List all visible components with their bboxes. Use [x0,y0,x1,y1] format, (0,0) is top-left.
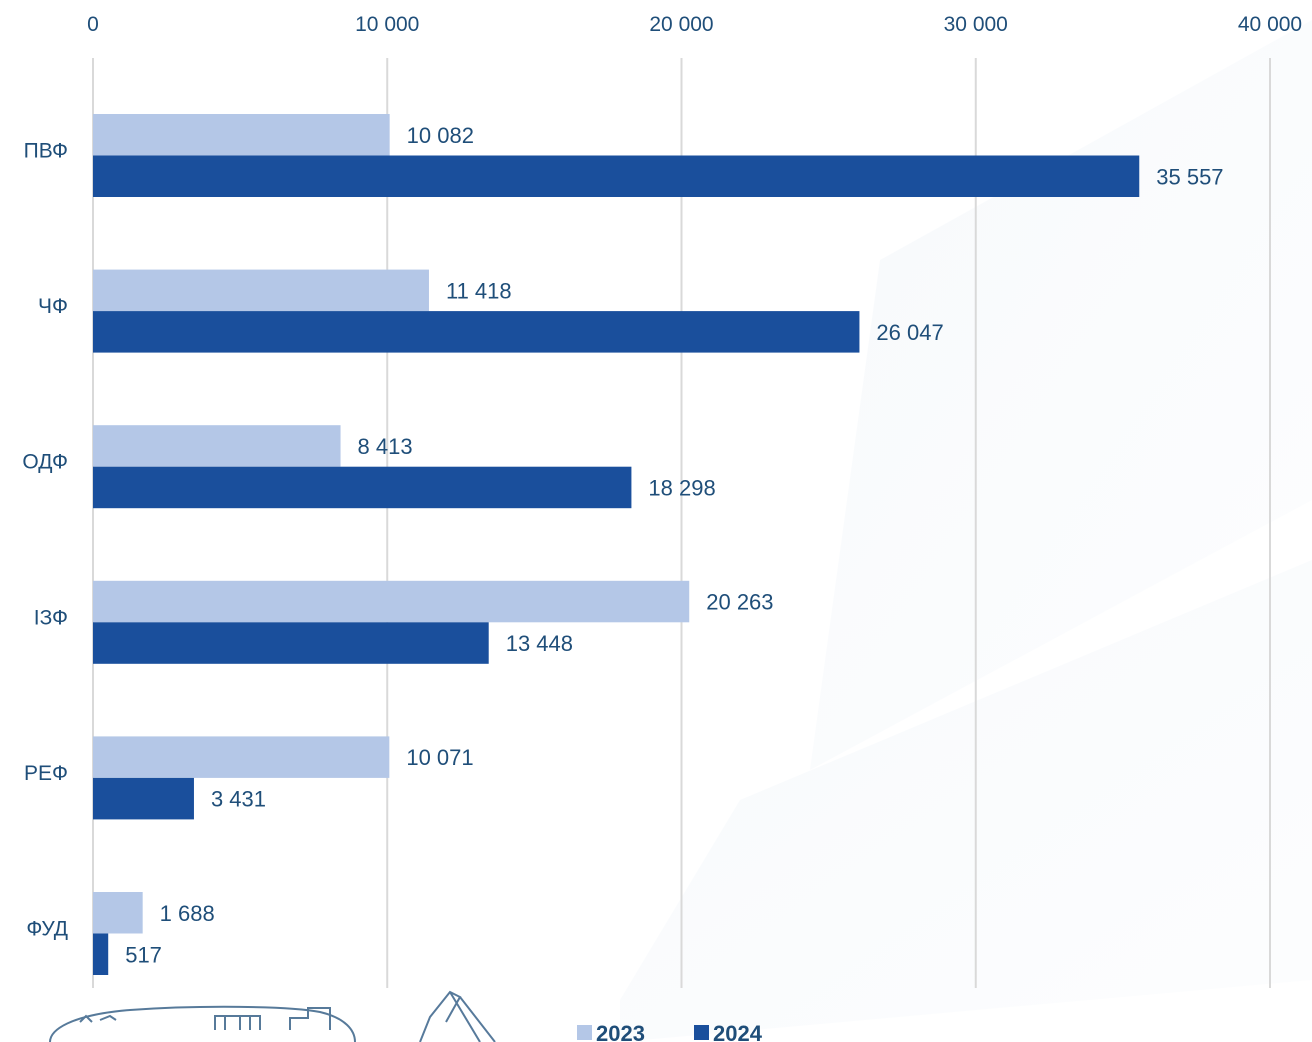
category-label-3: ІЗФ [34,606,68,629]
x-tick-label-0: 0 [87,13,99,36]
ship-illustration [49,990,496,1042]
legend-label-2023: 2023 [596,1021,645,1042]
value-label-2023-0: 10 082 [407,123,474,148]
value-label-2024-1: 26 047 [876,320,943,345]
legend-label-2024: 2024 [713,1021,763,1042]
bar-2023-2 [93,425,341,467]
value-label-2023-3: 20 263 [706,590,773,615]
bar-2023-5 [93,892,143,934]
value-label-2024-3: 13 448 [506,631,573,656]
bar-2024-5 [93,933,109,975]
bar-2024-2 [93,466,632,509]
bar-2023-3 [93,580,690,623]
value-label-2023-2: 8 413 [358,434,413,459]
bars: 10 082 35 557 11 418 26 047 8 413 18 298 20 26… [93,114,1224,975]
value-label-2024-5: 517 [125,942,162,967]
x-tick-label-2: 20 000 [649,13,713,36]
legend: 2023 2024 [577,1021,763,1042]
value-label-2024-0: 35 557 [1156,164,1223,189]
bar-2023-1 [93,269,429,312]
value-label-2023-4: 10 071 [406,745,473,770]
value-label-2023-1: 11 418 [446,278,512,303]
bar-2023-0 [93,114,390,156]
legend-swatch-2023 [577,1025,592,1040]
category-label-5: ФУД [26,918,68,941]
bar-2024-1 [93,311,860,353]
x-tick-label-3: 30 000 [944,13,1008,36]
category-label-4: РЕФ [24,762,68,785]
value-label-2023-5: 1 688 [160,901,215,926]
category-label-0: ПВФ [24,140,68,163]
bar-2024-3 [93,622,489,664]
x-tick-label-1: 10 000 [355,13,419,36]
bar-2024-4 [93,777,194,820]
legend-swatch-2024 [694,1025,709,1040]
bar-2024-0 [93,155,1140,197]
bar-2023-4 [93,736,390,778]
category-label-1: ЧФ [38,295,68,318]
value-label-2024-4: 3 431 [211,787,266,812]
category-labels: ПВФ ЧФ ОДФ ІЗФ РЕФ ФУД [22,140,68,941]
background-watermark [620,20,1312,1042]
value-label-2024-2: 18 298 [648,475,715,500]
x-tick-label-4: 40 000 [1238,13,1302,36]
category-label-2: ОДФ [22,451,68,474]
x-axis-tick-labels: 0 10 000 20 000 30 000 40 000 [87,13,1302,36]
gridlines [92,58,1271,988]
